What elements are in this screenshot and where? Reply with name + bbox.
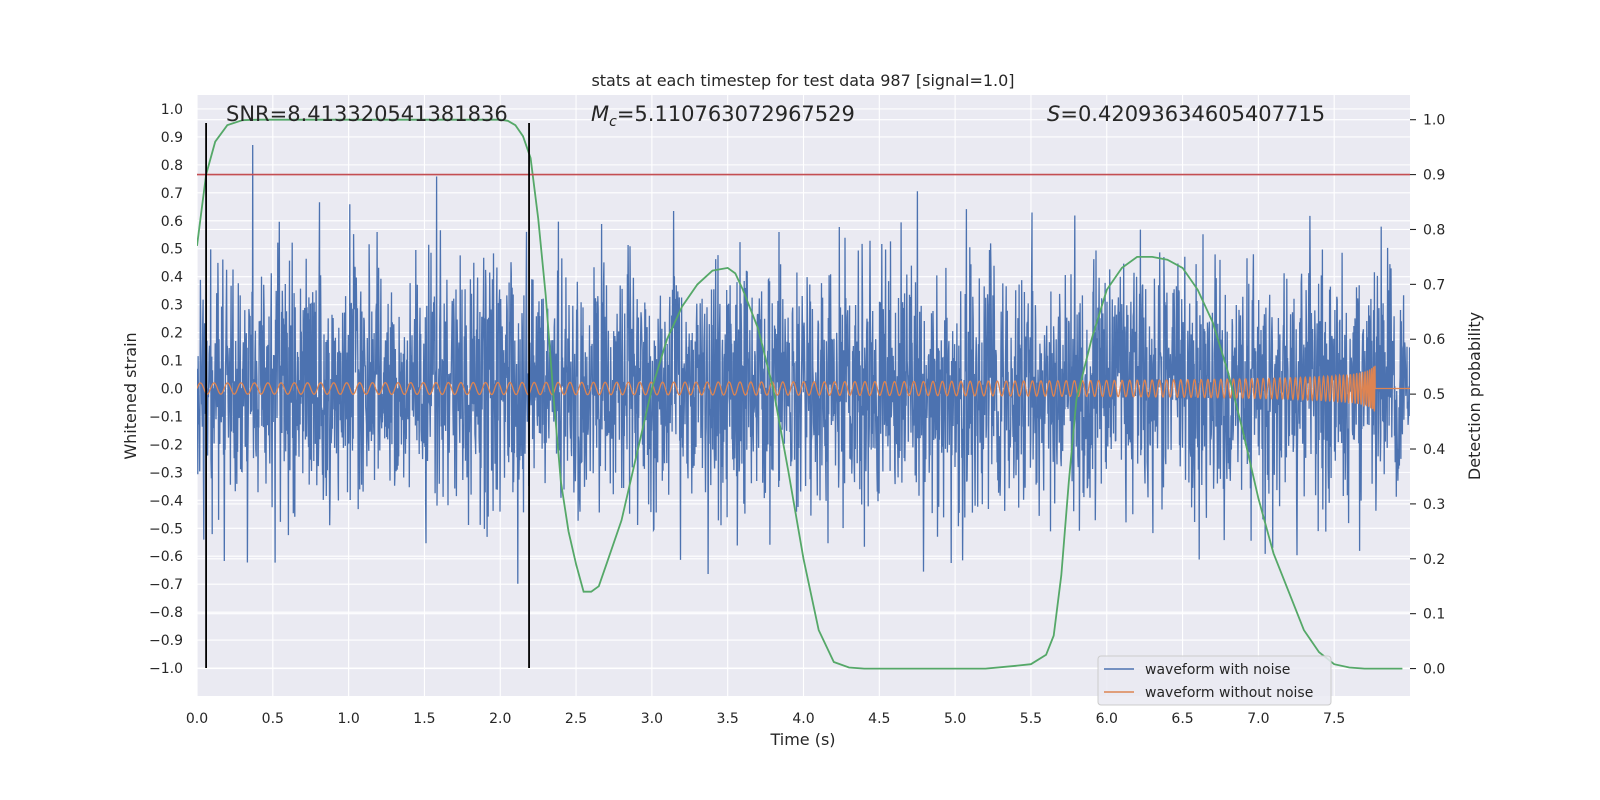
y-tick-label: −0.1 bbox=[149, 409, 183, 425]
y-tick-label: 0.7 bbox=[161, 186, 183, 202]
y2-tick-label: 0.4 bbox=[1423, 442, 1445, 458]
s-symbol: S bbox=[1047, 102, 1060, 126]
x-tick-label: 1.5 bbox=[413, 711, 435, 727]
chirp-mass-subscript: c bbox=[609, 114, 617, 130]
chirp-mass-value: =5.110763072967529 bbox=[617, 102, 855, 126]
x-tick-label: 0.5 bbox=[262, 711, 284, 727]
series-line-detection-probability bbox=[197, 118, 1403, 670]
x-axis-label: Time (s) bbox=[769, 730, 835, 749]
y2-tick-label: 0.6 bbox=[1423, 332, 1445, 348]
y2-tick-label: 0.7 bbox=[1423, 277, 1445, 293]
y-tick-label: −1.0 bbox=[149, 661, 183, 677]
snr-annotation: SNR=8.413320541381836 bbox=[226, 102, 508, 126]
x-tick-label: 5.5 bbox=[1020, 711, 1042, 727]
y-tick-label: 0.5 bbox=[161, 242, 183, 258]
y2-tick-label: 1.0 bbox=[1423, 113, 1445, 129]
y-tick-label: 0.1 bbox=[161, 354, 183, 370]
x-tick-label: 3.0 bbox=[641, 711, 663, 727]
y-axis-label: Whitened strain bbox=[121, 332, 140, 459]
y2-axis-label: Detection probability bbox=[1465, 312, 1484, 480]
y-tick-label: 0.6 bbox=[161, 214, 183, 230]
series-line-waveform-with-noise bbox=[197, 144, 1410, 584]
x-tick-label: 7.0 bbox=[1247, 711, 1269, 727]
legend-label-clean: waveform without noise bbox=[1145, 685, 1313, 701]
chirp-mass-annotation: Mc=5.110763072967529 bbox=[591, 102, 855, 130]
legend-label-noise: waveform with noise bbox=[1145, 662, 1290, 678]
y-tick-label: 0.9 bbox=[161, 130, 183, 146]
chart-title: stats at each timestep for test data 987… bbox=[591, 71, 1014, 90]
x-tick-label: 6.5 bbox=[1171, 711, 1193, 727]
x-tick-label: 4.5 bbox=[868, 711, 890, 727]
y2-tick-label: 0.2 bbox=[1423, 552, 1445, 568]
x-tick-label: 2.0 bbox=[489, 711, 511, 727]
series-line-waveform-without-noise bbox=[197, 365, 1410, 412]
y-tick-label: 1.0 bbox=[161, 102, 183, 118]
y-tick-label: −0.9 bbox=[149, 633, 183, 649]
y-tick-label: −0.8 bbox=[149, 605, 183, 621]
y-tick-label: −0.5 bbox=[149, 521, 183, 537]
y-tick-label: 0.4 bbox=[161, 270, 183, 286]
y-tick-label: −0.2 bbox=[149, 437, 183, 453]
x-tick-label: 6.0 bbox=[1096, 711, 1118, 727]
s-annotation: S=0.42093634605407715 bbox=[1047, 102, 1325, 126]
x-tick-label: 3.5 bbox=[717, 711, 739, 727]
y-tick-label: −0.7 bbox=[149, 577, 183, 593]
x-tick-label: 0.0 bbox=[186, 711, 208, 727]
y2-tick-label: 0.1 bbox=[1423, 607, 1445, 623]
s-value: =0.42093634605407715 bbox=[1060, 102, 1325, 126]
y2-tick-label: 0.8 bbox=[1423, 222, 1445, 238]
y2-tick-label: 0.3 bbox=[1423, 497, 1445, 513]
y-tick-label: −0.4 bbox=[149, 493, 183, 509]
y-tick-label: −0.3 bbox=[149, 465, 183, 481]
axis-ticks: 0.0 0.5 1.0 1.5 2.0 2.5 3.0 3.5 4.0 4.5 5.0 5.5 6.0 6… bbox=[149, 102, 1445, 727]
y2-tick-label: 0.9 bbox=[1423, 168, 1445, 184]
y-tick-label: 0.8 bbox=[161, 158, 183, 174]
chirp-mass-symbol: M bbox=[591, 102, 609, 126]
y-tick-label: 0.3 bbox=[161, 298, 183, 314]
y-tick-label: 0.2 bbox=[161, 326, 183, 342]
x-tick-label: 7.5 bbox=[1323, 711, 1345, 727]
x-tick-label: 2.5 bbox=[565, 711, 587, 727]
plot-area bbox=[197, 118, 1410, 670]
legend: waveform with noise waveform without noi… bbox=[1097, 655, 1332, 706]
x-tick-label: 4.0 bbox=[792, 711, 814, 727]
x-tick-label: 5.0 bbox=[944, 711, 966, 727]
x-tick-label: 1.0 bbox=[337, 711, 359, 727]
legend-box bbox=[1097, 655, 1332, 706]
y-tick-label: 0.0 bbox=[161, 382, 183, 398]
y2-tick-label: 0.5 bbox=[1423, 387, 1445, 403]
window-markers bbox=[205, 122, 530, 669]
y2-tick-label: 0.0 bbox=[1423, 662, 1445, 678]
y-tick-label: −0.6 bbox=[149, 549, 183, 565]
